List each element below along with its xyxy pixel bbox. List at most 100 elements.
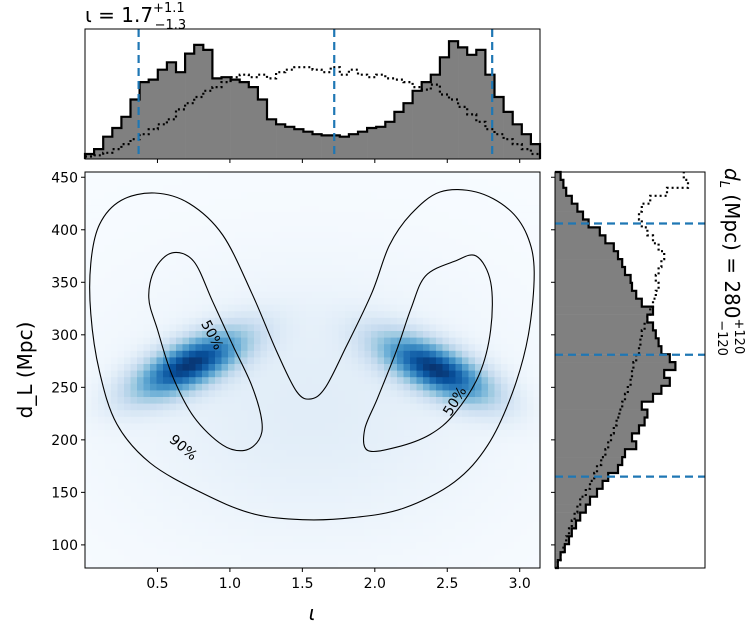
heatmap-cell [189,271,197,279]
heatmap-cell [338,502,346,510]
heatmap-cell [488,449,496,457]
heatmap-cell [241,383,249,391]
heatmap-cell [267,264,275,272]
heatmap-cell [507,502,515,510]
heatmap-cell [377,330,385,338]
heatmap-cell [455,231,463,239]
heatmap-cell [423,238,431,246]
heatmap-cell [124,482,132,490]
heatmap-cell [247,449,255,457]
heatmap-cell [345,389,353,397]
heatmap-cell [377,449,385,457]
heatmap-cell [384,363,392,371]
heatmap-cell [416,198,424,206]
heatmap-cell [364,528,372,536]
heatmap-cell [117,290,125,298]
heatmap-cell [319,330,327,338]
heatmap-cell [488,185,496,193]
heatmap-cell [273,409,281,417]
heatmap-cell [280,356,288,364]
heatmap-cell [345,251,353,259]
heatmap-cell [91,548,99,556]
heatmap-cell [130,436,138,444]
heatmap-cell [189,469,197,477]
heatmap-cell [390,323,398,331]
heatmap-cell [449,469,457,477]
heatmap-cell [410,535,418,543]
heatmap-cell [241,482,249,490]
heatmap-cell [384,238,392,246]
heatmap-cell [481,224,489,232]
heatmap-cell [390,495,398,503]
heatmap-cell [286,403,294,411]
heatmap-cell [462,172,470,180]
heatmap-cell [280,442,288,450]
heatmap-cell [247,488,255,496]
heatmap-cell [501,521,509,529]
heatmap-cell [351,304,359,312]
heatmap-cell [403,541,411,549]
heatmap-cell [104,502,112,510]
heatmap-cell [332,244,340,252]
heatmap-cell [455,429,463,437]
heatmap-cell [501,416,509,424]
heatmap-cell [150,284,158,292]
heatmap-cell [488,469,496,477]
heatmap-cell [397,185,405,193]
heatmap-cell [208,284,216,292]
heatmap-cell [390,218,398,226]
heatmap-cell [124,429,132,437]
heatmap-cell [449,370,457,378]
heatmap-cell [520,515,528,523]
heatmap-cell [254,218,262,226]
heatmap-cell [260,502,268,510]
heatmap-cell [130,482,138,490]
heatmap-cell [254,310,262,318]
heatmap-cell [104,205,112,213]
heatmap-cell [345,198,353,206]
heatmap-cell [104,422,112,430]
heatmap-cell [293,370,301,378]
heatmap-cell [442,350,450,358]
heatmap-cell [234,370,242,378]
heatmap-cell [514,264,522,272]
heatmap-cell [273,495,281,503]
heatmap-cell [254,238,262,246]
heatmap-cell [169,482,177,490]
heatmap-cell [306,211,314,219]
heatmap-cell [221,502,229,510]
heatmap-cell [111,521,119,529]
heatmap-cell [221,277,229,285]
heatmap-cell [286,284,294,292]
heatmap-cell [416,323,424,331]
heatmap-cell [455,469,463,477]
heatmap-cell [410,429,418,437]
heatmap-cell [234,488,242,496]
heatmap-cell [91,383,99,391]
heatmap-cell [189,502,197,510]
heatmap-cell [124,304,132,312]
heatmap-cell [254,396,262,404]
heatmap-cell [124,211,132,219]
heatmap-cell [163,323,171,331]
heatmap-cell [533,205,541,213]
heatmap-cell [475,198,483,206]
heatmap-cell [91,469,99,477]
heatmap-cell [176,356,184,364]
heatmap-cell [124,455,132,463]
heatmap-cell [527,198,535,206]
heatmap-cell [293,482,301,490]
heatmap-cell [163,528,171,536]
heatmap-cell [403,290,411,298]
heatmap-cell [520,462,528,470]
heatmap-cell [293,337,301,345]
heatmap-cell [169,205,177,213]
heatmap-cell [163,502,171,510]
heatmap-cell [377,396,385,404]
heatmap-cell [494,403,502,411]
heatmap-cell [403,244,411,252]
heatmap-cell [189,541,197,549]
heatmap-cell [390,396,398,404]
heatmap-cell [449,376,457,384]
heatmap-cell [98,455,106,463]
